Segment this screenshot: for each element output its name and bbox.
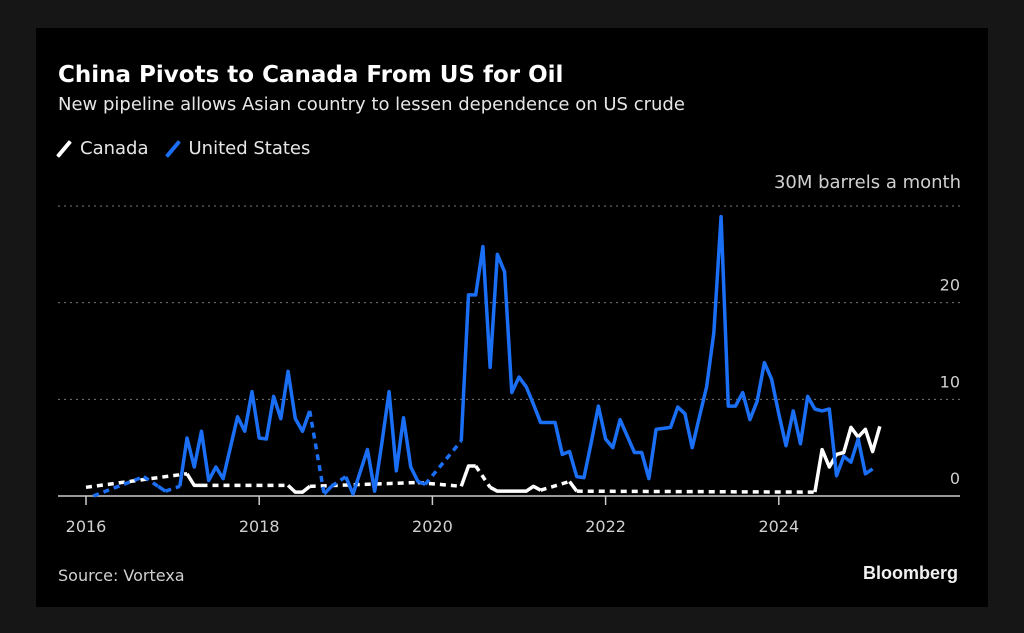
gap-united-states — [307, 410, 326, 495]
gap-canada — [474, 465, 492, 489]
line-canada — [286, 484, 311, 494]
line-canada — [459, 464, 476, 487]
gap-united-states — [92, 475, 145, 498]
x-tick-label: 2020 — [412, 517, 453, 536]
line-canada — [813, 425, 882, 493]
y-tick-label: 0 — [950, 469, 960, 488]
plot-area: 0 10 20 2016 2018 2020 2022 2024 — [58, 205, 960, 536]
x-tick-label: 2018 — [239, 517, 280, 536]
line-canada — [185, 472, 202, 488]
gap-canada — [85, 472, 188, 490]
chart-subtitle: New pipeline allows Asian country to les… — [58, 94, 685, 115]
line-canada — [489, 484, 542, 493]
gap-canada — [309, 480, 419, 489]
line-united-states — [322, 485, 333, 496]
gap-united-states — [164, 484, 181, 493]
legend-label-canada: Canada — [80, 138, 149, 159]
line-canada — [568, 480, 579, 493]
line-united-states — [157, 484, 167, 493]
gap-canada — [576, 489, 815, 494]
legend-label-united-states: United States — [188, 138, 311, 159]
source-note: Source: Vortexa — [58, 566, 185, 585]
y-tick-label: 10 — [940, 372, 960, 391]
gap-united-states — [423, 439, 463, 486]
gap-canada — [540, 479, 571, 492]
gap-united-states — [142, 475, 160, 488]
x-tick-label: 2022 — [585, 517, 626, 536]
y-tick-label: 20 — [940, 276, 960, 295]
line-united-states — [344, 389, 426, 496]
gap-canada — [417, 480, 462, 489]
line-united-states — [459, 214, 874, 481]
chart-panel: China Pivots to Canada From US for Oil N… — [36, 28, 988, 607]
x-tick-label: 2024 — [758, 517, 799, 536]
x-tick-label: 2016 — [66, 517, 107, 536]
y-axis-unit-label: 30M barrels a month — [773, 172, 961, 193]
bloomberg-logo: Bloomberg — [862, 563, 958, 583]
legend: Canada United States — [56, 138, 311, 159]
gap-united-states — [330, 475, 347, 488]
chart-title: China Pivots to Canada From US for Oil — [58, 62, 564, 88]
line-united-states — [178, 369, 312, 487]
